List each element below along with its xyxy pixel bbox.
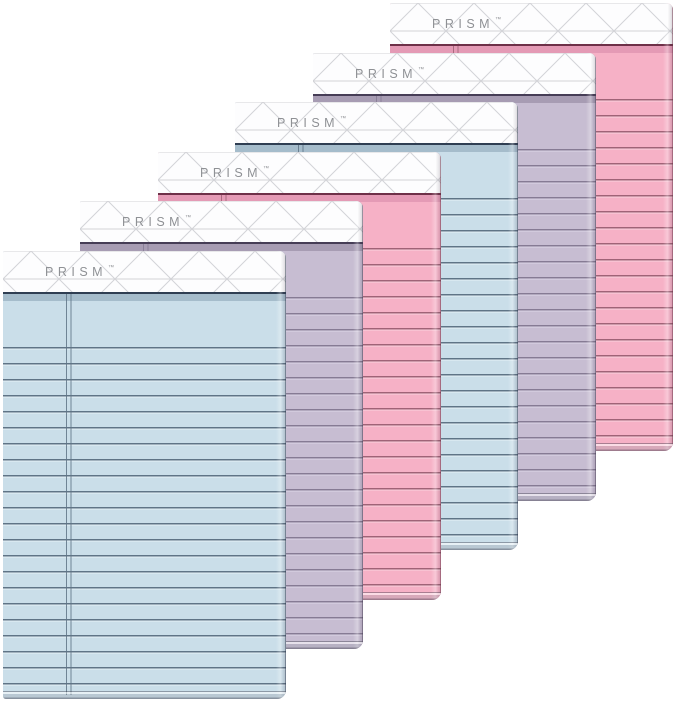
notepad-header: PRISM ™	[390, 3, 673, 46]
prism-facet-pattern	[80, 201, 363, 242]
page-edge-right	[586, 53, 596, 501]
page-edge-bottom	[3, 691, 286, 699]
trademark-symbol: ™	[263, 165, 270, 172]
prism-facet-pattern	[158, 152, 441, 193]
rule-lines	[3, 347, 286, 693]
binding-strip	[235, 145, 518, 152]
brand-logo-text: PRISM	[122, 214, 185, 229]
page-edge-right	[353, 201, 363, 649]
trademark-symbol: ™	[418, 66, 425, 73]
trademark-symbol: ™	[108, 264, 115, 271]
brand-logo: PRISM ™	[277, 102, 346, 143]
prism-facet-pattern	[235, 102, 518, 143]
notepad-header: PRISM ™	[80, 201, 363, 244]
brand-logo: PRISM ™	[200, 152, 269, 193]
binding-strip	[313, 96, 596, 103]
brand-logo: PRISM ™	[432, 3, 501, 44]
notepad-blue-front: PRISM ™	[3, 251, 286, 699]
trademark-symbol: ™	[495, 16, 502, 23]
page-edge-right	[508, 102, 518, 550]
brand-logo: PRISM ™	[122, 201, 191, 242]
prism-facet-pattern	[390, 3, 673, 44]
prism-facet-pattern	[313, 53, 596, 94]
page-edge-right	[431, 152, 441, 600]
trademark-symbol: ™	[185, 214, 192, 221]
binding-strip	[80, 244, 363, 251]
brand-logo: PRISM ™	[45, 251, 114, 292]
brand-logo-text: PRISM	[45, 264, 108, 279]
notepad-header: PRISM ™	[158, 152, 441, 195]
binding-strip	[390, 46, 673, 53]
notepad-header: PRISM ™	[3, 251, 286, 294]
trademark-symbol: ™	[340, 115, 347, 122]
binding-strip	[3, 294, 286, 301]
brand-logo-text: PRISM	[432, 16, 495, 31]
binding-strip	[158, 195, 441, 202]
notepad-header: PRISM ™	[313, 53, 596, 96]
page-edge-right	[663, 3, 673, 451]
brand-logo-text: PRISM	[277, 115, 340, 130]
margin-line	[66, 294, 72, 695]
ruled-paper	[3, 294, 286, 699]
page-edge-right	[276, 251, 286, 699]
brand-logo-text: PRISM	[200, 165, 263, 180]
brand-logo-text: PRISM	[355, 66, 418, 81]
notepad-header: PRISM ™	[235, 102, 518, 145]
prism-facet-pattern	[3, 251, 286, 292]
brand-logo: PRISM ™	[355, 53, 424, 94]
